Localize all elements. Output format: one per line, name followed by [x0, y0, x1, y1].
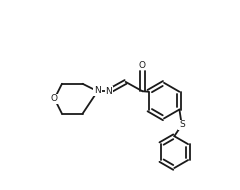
- Text: N: N: [94, 86, 101, 95]
- Text: N: N: [105, 87, 112, 96]
- Text: S: S: [179, 120, 185, 129]
- Text: O: O: [139, 61, 146, 70]
- Text: O: O: [50, 94, 57, 103]
